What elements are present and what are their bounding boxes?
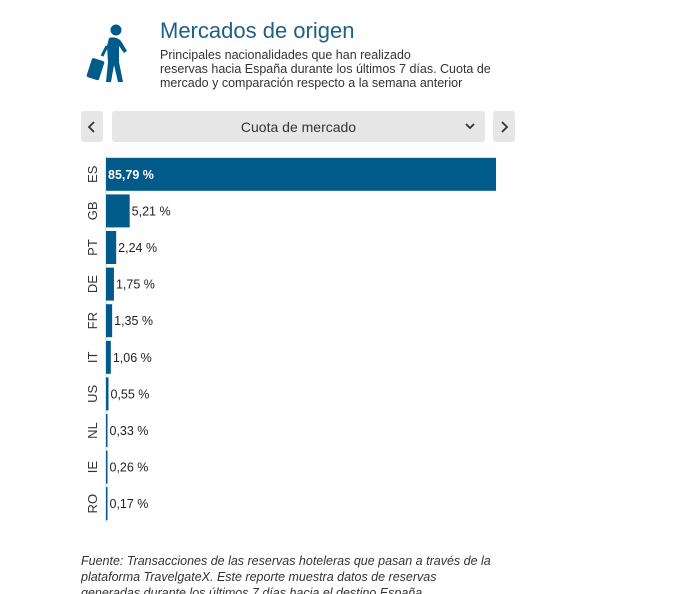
subtitle-line: Principales nacionalidades que han reali… — [160, 48, 411, 62]
data-label: 5,21 % — [132, 204, 171, 218]
chevron-left-icon — [87, 120, 95, 133]
data-label: 1,35 % — [114, 314, 153, 328]
category-label: FR — [85, 312, 100, 329]
bar-us[interactable] — [106, 377, 109, 411]
bar-gb[interactable] — [106, 194, 130, 228]
category-label: ES — [85, 165, 100, 183]
category-label: IT — [85, 351, 100, 363]
data-label: 0,33 % — [110, 424, 149, 438]
bar-nl[interactable] — [106, 414, 108, 447]
data-label: 0,55 % — [111, 387, 150, 401]
subtitle-line: mercado y comparación respecto a la sema… — [160, 76, 463, 90]
bar-ie[interactable] — [106, 450, 108, 484]
category-label: US — [85, 385, 100, 403]
data-label: 1,06 % — [113, 351, 152, 365]
chevron-down-icon — [465, 123, 475, 130]
source-note-line: plataforma TravelgateX. Este reporte mue… — [81, 570, 437, 584]
bar-de[interactable] — [106, 267, 114, 301]
category-label: GB — [85, 202, 100, 221]
metric-dropdown-value: Cuota de mercado — [240, 118, 357, 135]
data-label: 2,24 % — [118, 241, 157, 255]
category-label: NL — [85, 422, 100, 439]
source-note: Fuente: Transacciones de las reservas ho… — [81, 553, 526, 594]
category-label: DE — [85, 275, 100, 293]
page-title: Mercados de origen — [160, 18, 355, 43]
source-note-line: Fuente: Transacciones de las reservas ho… — [81, 554, 491, 568]
traveler-with-suitcase-icon — [86, 24, 127, 82]
data-label: 85,79 % — [108, 168, 154, 182]
data-label: 1,75 % — [116, 278, 155, 292]
bar-it[interactable] — [106, 340, 111, 374]
subtitle-line: reservas hacia España durante los último… — [160, 62, 491, 76]
chevron-right-icon — [501, 120, 509, 133]
market-share-bar-chart: ES 85,79 % GB 5,21 % PT 2,24 % DE 1,75 % FR 1,35 … — [85, 156, 497, 522]
category-label: IE — [85, 461, 100, 474]
source-note-line: generadas durante los últimos 7 días hac… — [81, 586, 426, 594]
bar-es[interactable] — [106, 157, 497, 191]
bar-pt[interactable] — [106, 231, 117, 264]
next-button[interactable] — [493, 111, 515, 142]
data-label: 0,17 % — [110, 497, 149, 511]
page-subtitle: Principales nacionalidades que han reali… — [160, 48, 525, 90]
metric-dropdown[interactable]: Cuota de mercado — [112, 111, 485, 142]
category-label: PT — [85, 239, 100, 256]
bar-fr[interactable] — [106, 304, 113, 338]
category-label: RO — [85, 494, 100, 514]
bar-ro[interactable] — [106, 487, 108, 521]
header: Mercados de origen Principales nacionali… — [81, 18, 521, 90]
previous-button[interactable] — [81, 111, 103, 142]
data-label: 0,26 % — [110, 461, 149, 475]
chart-controls: Cuota de mercado — [81, 111, 516, 142]
